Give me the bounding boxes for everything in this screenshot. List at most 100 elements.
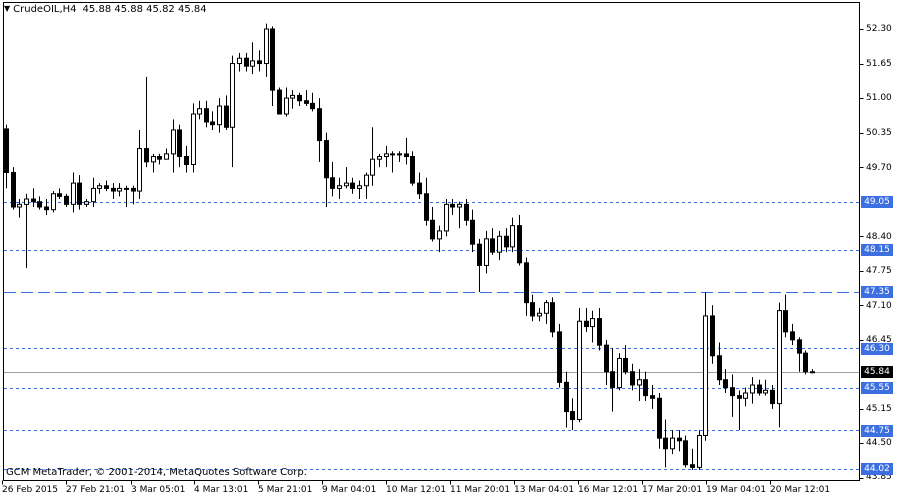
candle-body-bear: [524, 262, 529, 304]
candle-body-bull: [91, 187, 96, 203]
candle: [191, 103, 196, 173]
candle-body-bear: [490, 238, 495, 253]
candle: [337, 177, 342, 200]
x-tick-label: 16 Mar 12:01: [578, 485, 639, 495]
candle: [470, 209, 475, 253]
candle-body-bear: [37, 201, 42, 208]
chart-frame: [2, 2, 864, 485]
candle-body-bull: [137, 148, 142, 192]
candle: [330, 161, 335, 197]
candle-body-bull: [230, 63, 235, 128]
y-tick-label: 47.75: [866, 266, 892, 276]
candle-body-bull: [164, 153, 169, 160]
candle-body-bear: [570, 411, 575, 421]
candle: [111, 183, 116, 200]
candle: [397, 151, 402, 162]
candle-body-bear: [4, 128, 9, 173]
candle: [64, 193, 69, 208]
candle: [544, 299, 549, 324]
candle: [84, 199, 89, 208]
candle-body-bear: [270, 28, 275, 91]
candle-body-bear: [350, 182, 355, 189]
candle-body-bear: [330, 177, 335, 189]
candle: [617, 353, 622, 391]
x-tick-label: 11 Mar 20:01: [450, 485, 511, 495]
x-tick-label: 10 Mar 12:01: [386, 485, 447, 495]
x-tick-label: 19 Mar 04:01: [706, 485, 767, 495]
candle-body-bear: [44, 206, 49, 211]
candle-body-bull: [750, 384, 755, 394]
candle: [417, 172, 422, 200]
candle: [783, 294, 788, 338]
candle-body-bear: [717, 355, 722, 381]
candle: [270, 26, 275, 107]
candle-body-bear: [210, 121, 215, 126]
candle-body-bear: [604, 344, 609, 373]
triangle-down-icon[interactable]: ▼: [4, 4, 11, 13]
candle: [324, 132, 329, 208]
candle-body-bull: [124, 187, 129, 190]
candle: [124, 185, 129, 208]
candle-body-bull: [171, 129, 176, 155]
candle: [810, 369, 815, 374]
candle-body-bear: [677, 437, 682, 442]
candle-body-bull: [264, 28, 269, 65]
candle: [424, 177, 429, 226]
x-tick-label: 26 Feb 2015: [2, 485, 59, 495]
candle-body-bear: [690, 464, 695, 468]
candle: [364, 172, 369, 200]
candle-body-bear: [297, 94, 302, 102]
candle-body-bear: [64, 195, 69, 205]
candle-body-bull: [444, 203, 449, 232]
x-tick-label: 20 Mar 12:01: [770, 485, 831, 495]
candle-body-bear: [257, 60, 262, 65]
candle: [484, 230, 489, 274]
candle: [97, 183, 102, 194]
y-tick-label: 51.00: [866, 93, 892, 103]
candle: [777, 302, 782, 428]
candle: [17, 199, 22, 218]
candle: [677, 430, 682, 452]
candle-body-bull: [357, 185, 362, 189]
candle: [390, 151, 395, 173]
candle-body-bear: [404, 153, 409, 158]
candle-body-bear: [104, 185, 109, 189]
candle-body-bear: [730, 387, 735, 397]
candle-body-bear: [723, 379, 728, 389]
candle: [610, 347, 615, 412]
candle: [464, 199, 469, 226]
candle: [71, 172, 76, 213]
candle-body-bull: [191, 113, 196, 165]
candle: [430, 207, 435, 242]
candle-body-bull: [237, 57, 242, 65]
candle-body-bear: [464, 203, 469, 221]
candle-body-bear: [477, 243, 482, 266]
candle: [237, 52, 242, 72]
candle: [284, 87, 289, 117]
candle: [497, 230, 502, 261]
candle: [757, 379, 762, 396]
candle: [590, 310, 595, 343]
candle: [637, 369, 642, 401]
candle: [257, 50, 262, 72]
horizontal-levels: [4, 202, 859, 470]
candle-body-bear: [310, 102, 315, 110]
candle-body-bull: [284, 97, 289, 115]
candle-body-bear: [683, 440, 688, 466]
candle-body-bear: [504, 235, 509, 248]
candle: [164, 148, 169, 160]
candle: [404, 137, 409, 165]
candlesticks: [4, 23, 815, 471]
candle: [310, 92, 315, 112]
candle: [31, 188, 36, 208]
candle-body-bear: [710, 315, 715, 357]
candle: [623, 345, 628, 375]
candle: [737, 390, 742, 431]
candle-body-bear: [417, 182, 422, 195]
candle: [197, 100, 202, 120]
candle: [357, 180, 362, 200]
candle: [650, 385, 655, 409]
candle: [384, 145, 389, 168]
